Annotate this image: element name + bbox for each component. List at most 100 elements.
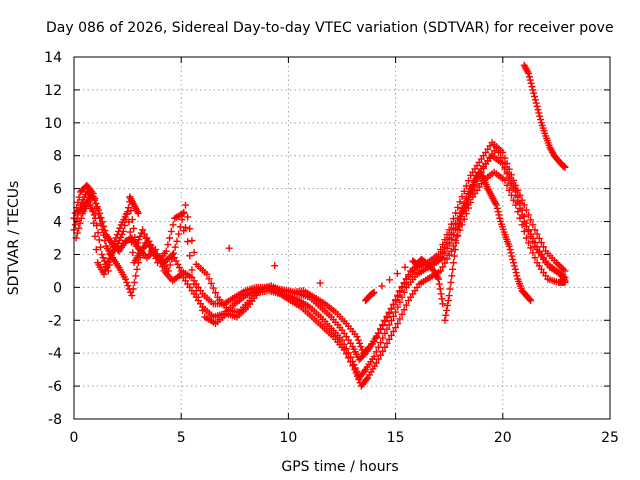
data-point bbox=[507, 191, 515, 199]
data-point bbox=[460, 187, 468, 195]
x-axis-label: GPS time / hours bbox=[281, 459, 398, 475]
data-point bbox=[225, 244, 233, 252]
data-point bbox=[387, 305, 395, 313]
data-point bbox=[436, 285, 444, 293]
data-point bbox=[144, 239, 152, 247]
data-point bbox=[129, 248, 137, 256]
data-point bbox=[445, 251, 453, 259]
data-point bbox=[439, 263, 447, 271]
data-point bbox=[492, 201, 500, 209]
data-point bbox=[73, 229, 81, 237]
data-point bbox=[353, 372, 361, 380]
data-point bbox=[351, 366, 359, 374]
data-point bbox=[381, 329, 389, 337]
x-tick-label: 0 bbox=[70, 430, 79, 446]
data-point bbox=[441, 259, 449, 267]
data-point bbox=[561, 163, 569, 171]
data-point bbox=[347, 358, 355, 366]
data-point bbox=[180, 227, 188, 235]
data-point bbox=[142, 234, 150, 242]
data-point bbox=[448, 272, 456, 280]
data-point bbox=[435, 280, 443, 288]
data-point bbox=[492, 144, 500, 151]
data-point bbox=[389, 327, 397, 335]
x-tick-label: 5 bbox=[177, 430, 186, 446]
data-point bbox=[92, 199, 100, 207]
data-point bbox=[404, 271, 412, 279]
data-point bbox=[401, 263, 409, 271]
data-point bbox=[398, 310, 406, 318]
data-point bbox=[518, 206, 526, 214]
data-point bbox=[464, 177, 472, 185]
data-point bbox=[104, 258, 112, 266]
data-point bbox=[509, 255, 517, 263]
y-tick-label: 12 bbox=[44, 83, 62, 99]
data-point bbox=[386, 276, 394, 284]
data-point bbox=[457, 213, 465, 221]
data-point bbox=[122, 216, 130, 224]
data-point bbox=[527, 244, 535, 252]
data-point bbox=[529, 234, 537, 242]
data-point bbox=[76, 219, 84, 227]
data-point bbox=[526, 296, 534, 304]
data-point bbox=[387, 331, 395, 339]
data-point bbox=[352, 369, 360, 377]
data-point bbox=[91, 232, 99, 240]
data-point bbox=[449, 259, 457, 267]
data-point bbox=[444, 297, 452, 305]
data-point bbox=[536, 112, 544, 120]
data-point bbox=[167, 227, 175, 235]
data-point bbox=[169, 249, 177, 257]
data-point bbox=[438, 295, 446, 303]
data-point bbox=[392, 308, 400, 316]
data-point bbox=[522, 219, 530, 227]
data-point bbox=[537, 239, 545, 247]
data-point bbox=[94, 209, 102, 217]
data-point bbox=[354, 336, 362, 344]
data-point bbox=[505, 186, 513, 194]
y-tick-label: 0 bbox=[53, 280, 62, 296]
data-point bbox=[456, 216, 464, 224]
data-point bbox=[169, 221, 177, 229]
data-point bbox=[94, 229, 102, 237]
data-point bbox=[437, 290, 445, 298]
data-point bbox=[530, 89, 538, 97]
axis-ticks bbox=[73, 56, 611, 420]
data-point bbox=[188, 237, 196, 245]
data-point bbox=[99, 254, 107, 262]
data-point bbox=[186, 225, 194, 233]
data-point bbox=[503, 168, 511, 176]
data-point bbox=[126, 228, 134, 236]
data-point bbox=[188, 266, 196, 274]
data-point bbox=[442, 311, 450, 319]
data-point bbox=[446, 285, 454, 293]
data-point bbox=[74, 198, 82, 206]
y-axis-label: SDTVAR / TECUs bbox=[6, 181, 22, 296]
data-point bbox=[383, 339, 391, 347]
data-point bbox=[356, 339, 364, 347]
data-point bbox=[353, 333, 361, 341]
data-point bbox=[377, 339, 385, 347]
data-point bbox=[525, 73, 533, 81]
data-point bbox=[503, 181, 511, 189]
data-point bbox=[520, 201, 528, 209]
data-point bbox=[480, 164, 488, 172]
data-point bbox=[533, 230, 541, 238]
data-point bbox=[88, 206, 96, 214]
data-point bbox=[434, 250, 442, 258]
series-track-g bbox=[126, 193, 447, 308]
data-point bbox=[128, 292, 136, 300]
data-point bbox=[383, 325, 391, 333]
data-point bbox=[518, 221, 526, 229]
data-point bbox=[127, 238, 135, 246]
data-point bbox=[561, 277, 569, 285]
y-tick-label: -2 bbox=[48, 313, 62, 329]
data-point bbox=[374, 329, 382, 337]
data-point bbox=[447, 278, 455, 286]
y-tick-label: -8 bbox=[48, 412, 62, 428]
data-point bbox=[97, 220, 105, 228]
data-point bbox=[212, 289, 220, 297]
data-point bbox=[178, 216, 186, 224]
data-point bbox=[90, 211, 98, 219]
data-point bbox=[180, 208, 188, 216]
